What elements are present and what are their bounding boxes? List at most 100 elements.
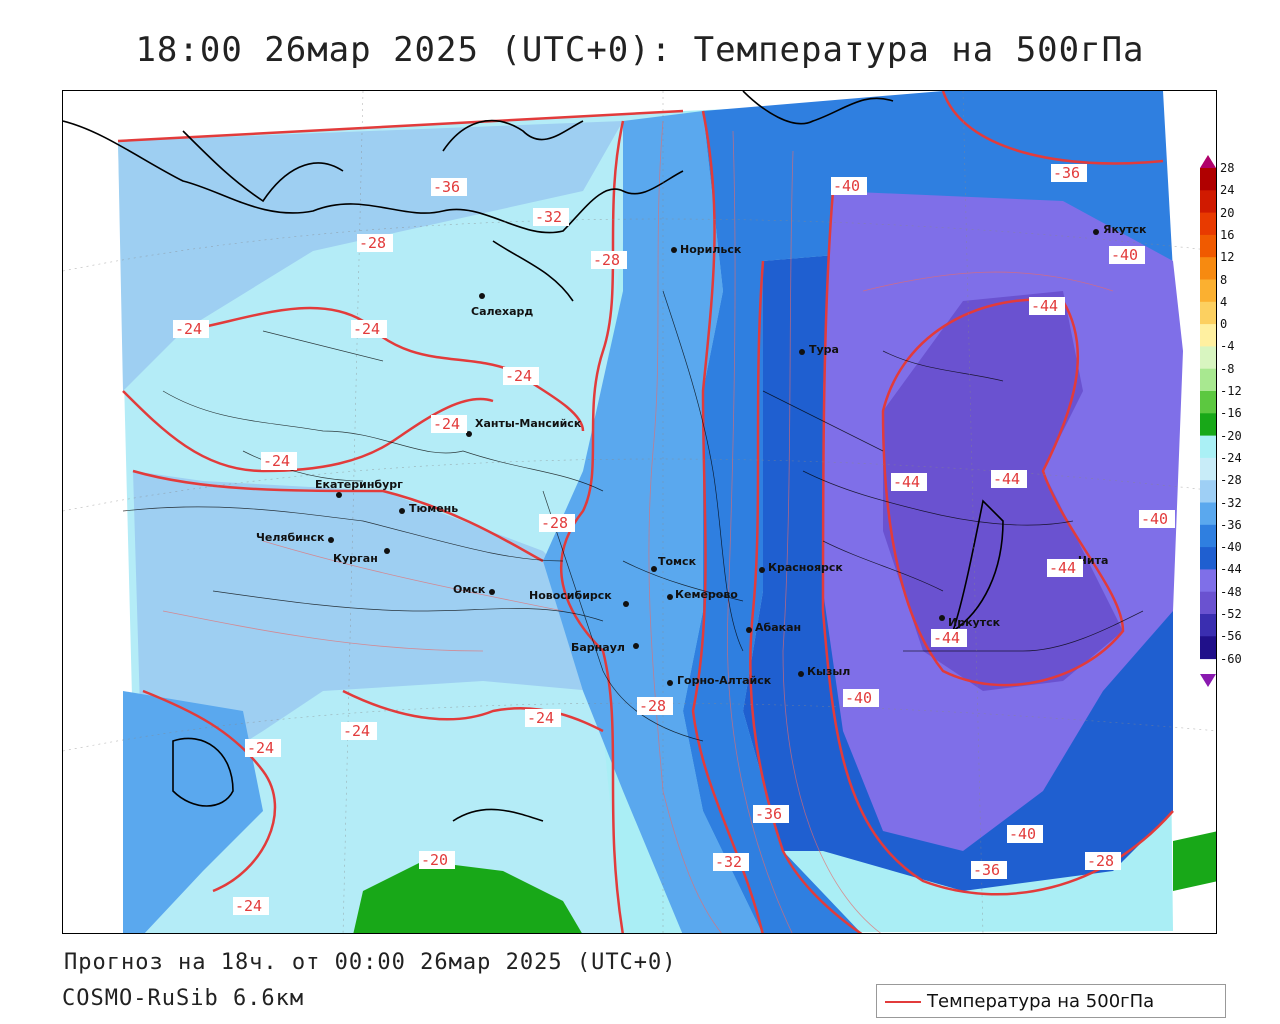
svg-text:Новосибирск: Новосибирск xyxy=(529,589,612,602)
city-omsk: Омск xyxy=(453,583,495,596)
legend-box: Температура на 500гПа xyxy=(876,984,1226,1018)
svg-text:Горно-Алтайск: Горно-Алтайск xyxy=(677,674,772,687)
colorbar-cell xyxy=(1200,190,1216,214)
iso-label: -40 xyxy=(1109,246,1145,264)
iso-label: -24 xyxy=(233,897,269,915)
svg-text:Кемерово: Кемерово xyxy=(675,588,738,601)
forecast-info: Прогноз на 18ч. от 00:00 26мар 2025 (UTC… xyxy=(64,950,677,975)
band-minus36 xyxy=(683,91,1173,933)
iso-label: -44 xyxy=(1029,297,1065,315)
svg-text:Курган: Курган xyxy=(333,552,378,565)
svg-text:-24: -24 xyxy=(263,452,290,470)
map-panel: Якутск Норильск Салехард Тура Ханты-Манс… xyxy=(62,90,1217,934)
colorbar-tick-label: -32 xyxy=(1220,495,1242,510)
svg-text:-24: -24 xyxy=(343,722,370,740)
svg-text:-28: -28 xyxy=(1087,852,1114,870)
isotherm-labels: -36 -32 -28 -28 -24 -24 -24 -24 -28 -24 … xyxy=(173,164,1175,915)
svg-text:-24: -24 xyxy=(235,897,262,915)
band-minus20 xyxy=(353,861,582,933)
colorbar-cell xyxy=(1200,524,1216,548)
colorbar-cell xyxy=(1200,480,1216,503)
svg-text:Екатеринбург: Екатеринбург xyxy=(315,478,403,491)
colorbar-tick-label: -60 xyxy=(1220,651,1242,666)
svg-text:-28: -28 xyxy=(593,251,620,269)
iso-label: -40 xyxy=(1139,510,1175,528)
svg-text:-36: -36 xyxy=(433,178,460,196)
colorbar-tick-label: -16 xyxy=(1220,406,1242,421)
iso-label: -44 xyxy=(931,629,967,647)
iso-label: -24 xyxy=(431,415,467,433)
colorbar-tick-label: 16 xyxy=(1220,227,1235,242)
svg-text:-32: -32 xyxy=(535,208,562,226)
svg-text:-36: -36 xyxy=(755,805,782,823)
city-tura: Тура xyxy=(799,343,839,356)
iso-label: -24 xyxy=(173,320,209,338)
iso-label: -44 xyxy=(891,473,927,491)
svg-text:-32: -32 xyxy=(715,853,742,871)
colorbar-cell xyxy=(1200,591,1216,615)
colorbar-tick-label: -52 xyxy=(1220,607,1242,621)
temperature-map: Якутск Норильск Салехард Тура Ханты-Манс… xyxy=(63,91,1216,933)
map-title: 18:00 26мар 2025 (UTC+0): Температура на… xyxy=(135,30,1145,70)
svg-text:Барнаул: Барнаул xyxy=(571,641,625,654)
svg-text:Омск: Омск xyxy=(453,583,486,596)
svg-text:-36: -36 xyxy=(973,861,1000,879)
iso-label: -36 xyxy=(971,861,1007,879)
svg-text:-44: -44 xyxy=(1049,559,1076,577)
svg-text:Тура: Тура xyxy=(809,343,839,356)
svg-text:-44: -44 xyxy=(893,473,920,491)
colorbar-cell xyxy=(1200,435,1216,459)
svg-text:Ханты-Мансийск: Ханты-Мансийск xyxy=(475,417,582,430)
svg-text:-40: -40 xyxy=(1141,510,1168,528)
svg-text:Салехард: Салехард xyxy=(471,305,533,318)
svg-text:-28: -28 xyxy=(541,514,568,532)
colorbar-tick-label: -56 xyxy=(1220,629,1242,644)
iso-label: -36 xyxy=(753,805,789,823)
svg-text:-40: -40 xyxy=(1009,825,1036,843)
colorbar-tick-label: -28 xyxy=(1220,473,1242,488)
admin-borders xyxy=(122,290,1144,742)
iso-label: -24 xyxy=(261,452,297,470)
city-krasnoyarsk: Красноярск xyxy=(759,561,843,574)
svg-text:-40: -40 xyxy=(1111,246,1138,264)
colorbar-tick-label: 8 xyxy=(1220,272,1228,287)
colorbar-tick-label: -12 xyxy=(1220,384,1242,398)
legend-line-swatch xyxy=(885,1001,921,1003)
colorbar-cell xyxy=(1200,547,1216,570)
iso-label: -32 xyxy=(533,208,569,226)
colorbar-tick-label: 12 xyxy=(1220,250,1235,265)
iso-label: -28 xyxy=(637,697,673,715)
iso-label: -40 xyxy=(831,177,867,195)
iso-label: -24 xyxy=(341,722,377,740)
iso-label: -36 xyxy=(1051,164,1087,182)
colorbar-cell xyxy=(1200,636,1216,660)
city-norilsk: Норильск xyxy=(671,243,742,256)
colorbar-tick-label: -48 xyxy=(1220,584,1242,599)
colorbar-tick-label: 20 xyxy=(1220,205,1235,220)
colorbar-tick-label: -20 xyxy=(1220,428,1242,443)
svg-text:Иркутск: Иркутск xyxy=(948,616,1001,629)
svg-text:-28: -28 xyxy=(359,234,386,252)
colorbar-cell xyxy=(1200,279,1216,303)
iso-label: -28 xyxy=(591,251,627,269)
colorbar-cell xyxy=(1200,212,1216,236)
svg-text:Кызыл: Кызыл xyxy=(807,665,850,678)
svg-text:Тюмень: Тюмень xyxy=(409,502,458,515)
iso-label: -24 xyxy=(351,320,387,338)
city-salekhard: Салехард xyxy=(471,293,533,318)
colorbar-tick-label: -44 xyxy=(1220,562,1242,577)
iso-label: -28 xyxy=(539,514,575,532)
city-kurgan: Курган xyxy=(333,548,390,565)
svg-text:Томск: Томск xyxy=(658,555,697,568)
colorbar-tick-label: -24 xyxy=(1220,450,1242,465)
svg-text:-44: -44 xyxy=(933,629,960,647)
city-tomsk: Томск xyxy=(651,555,697,572)
city-yekaterinburg: Екатеринбург xyxy=(315,478,403,498)
iso-label: -28 xyxy=(357,234,393,252)
svg-text:-40: -40 xyxy=(845,689,872,707)
coastlines xyxy=(63,91,1004,822)
band-minus20-e xyxy=(1173,831,1216,891)
colorbar-cell xyxy=(1200,168,1216,191)
city-kemerovo: Кемерово xyxy=(667,588,738,601)
svg-text:-24: -24 xyxy=(353,320,380,338)
